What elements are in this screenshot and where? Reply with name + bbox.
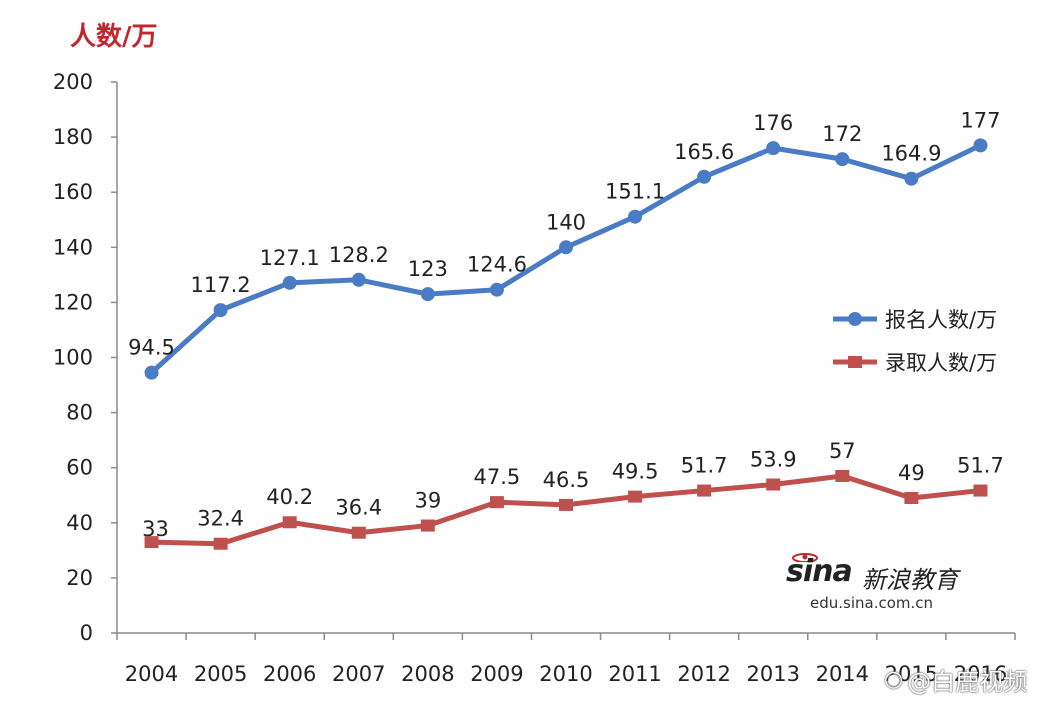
data-point-applicants [144, 365, 159, 380]
data-label-applicants: 165.6 [674, 140, 734, 164]
data-point-admitted [904, 492, 919, 505]
data-point-admitted [282, 516, 297, 529]
legend-label-applicants: 报名人数/万 [885, 308, 997, 332]
y-tick-label: 180 [53, 125, 93, 149]
data-label-applicants: 172 [822, 122, 862, 146]
data-point-applicants [973, 138, 988, 153]
data-point-admitted [697, 484, 712, 497]
data-point-admitted [973, 484, 988, 497]
x-tick-label: 2005 [194, 662, 247, 686]
legend-marker-admitted [848, 356, 862, 368]
x-tick-label: 2013 [747, 662, 800, 686]
data-point-applicants [213, 303, 228, 318]
y-tick-label: 160 [53, 180, 93, 204]
y-tick-label: 120 [53, 290, 93, 314]
data-label-admitted: 36.4 [335, 496, 382, 520]
x-tick-label: 2011 [608, 662, 661, 686]
data-point-applicants [559, 240, 573, 255]
data-label-admitted: 32.4 [197, 507, 244, 531]
data-point-admitted [351, 526, 366, 539]
data-point-applicants [697, 169, 712, 184]
legend-marker-applicants [848, 312, 862, 326]
x-tick-label: 2015 [885, 662, 938, 686]
data-label-applicants: 127.1 [260, 246, 320, 270]
data-labels-layer: 94.5 117.2 127.1 128.2 123 124.6 140 151.1 165.6… [128, 108, 1004, 541]
data-label-admitted: 51.7 [957, 454, 1004, 478]
data-label-applicants: 164.9 [881, 142, 941, 166]
y-tick-label: 60 [66, 456, 93, 480]
data-point-applicants [351, 272, 366, 287]
x-tick-label: 2010 [539, 662, 592, 686]
y-tick-label: 20 [66, 566, 93, 590]
data-label-admitted: 49.5 [612, 460, 659, 484]
data-label-admitted: 39 [414, 489, 441, 513]
sina-url: edu.sina.com.cn [810, 594, 934, 612]
data-label-admitted: 33 [142, 517, 169, 541]
data-label-applicants: 177 [960, 108, 1000, 132]
data-point-admitted [489, 496, 504, 509]
legend-label-admitted: 录取人数/万 [885, 351, 997, 375]
y-tick-label: 0 [80, 621, 93, 645]
data-point-admitted [766, 478, 781, 491]
y-tick-label: 100 [53, 346, 93, 370]
sina-logo: sina [786, 554, 853, 589]
data-point-admitted [835, 469, 850, 482]
x-tick-label: 2004 [125, 662, 178, 686]
y-tick-label: 40 [66, 511, 93, 535]
y-tick-label: 140 [53, 235, 93, 259]
data-label-admitted: 47.5 [474, 465, 521, 489]
x-tick-label: 2016 [954, 662, 1007, 686]
data-point-applicants [489, 282, 504, 297]
data-label-admitted: 53.9 [750, 448, 797, 472]
sina-eye-icon [792, 553, 818, 562]
x-tick-label: 2009 [470, 662, 523, 686]
x-tick-label: 2014 [816, 662, 869, 686]
weibo-icon: ◉ [884, 667, 904, 692]
data-point-admitted [144, 536, 159, 549]
data-label-admitted: 40.2 [266, 485, 313, 509]
video-watermark-text: @白鹿视频 [907, 668, 1028, 696]
y-axis-unit-label: 人数/万 [70, 22, 158, 52]
data-label-applicants: 151.1 [605, 180, 665, 204]
sina-brand: 新浪教育 [862, 566, 958, 594]
data-label-applicants: 94.5 [128, 336, 175, 360]
axes-layer: 0 20 40 60 80 100 120 140 160 180 200 2004 2005 2006 2… [53, 70, 1016, 686]
series-layer [144, 138, 988, 550]
data-label-applicants: 128.2 [329, 243, 389, 267]
data-point-admitted [628, 490, 643, 503]
data-label-applicants: 123 [408, 257, 448, 281]
x-tick-label: 2008 [401, 662, 454, 686]
data-label-applicants: 124.6 [467, 253, 527, 277]
y-tick-label: 200 [53, 70, 93, 94]
data-label-applicants: 176 [753, 111, 793, 135]
data-point-applicants [904, 171, 919, 186]
data-label-applicants: 140 [546, 210, 586, 234]
x-tick-label: 2006 [263, 662, 316, 686]
x-tick-label: 2012 [677, 662, 730, 686]
data-point-admitted [213, 537, 228, 550]
data-point-applicants [835, 152, 850, 167]
data-label-admitted: 57 [829, 439, 856, 463]
data-point-applicants [282, 275, 297, 290]
x-tick-label: 2007 [332, 662, 385, 686]
video-watermark: ◉ @白鹿视频 [884, 662, 1027, 697]
data-label-admitted: 46.5 [543, 468, 590, 492]
data-point-applicants [628, 209, 643, 224]
data-point-admitted [559, 498, 573, 511]
data-label-applicants: 117.2 [191, 273, 251, 297]
data-label-admitted: 51.7 [681, 454, 728, 478]
data-point-applicants [420, 287, 435, 302]
data-point-applicants [766, 141, 781, 156]
y-tick-label: 80 [66, 401, 93, 425]
data-label-admitted: 49 [898, 461, 925, 485]
data-point-admitted [420, 519, 435, 532]
